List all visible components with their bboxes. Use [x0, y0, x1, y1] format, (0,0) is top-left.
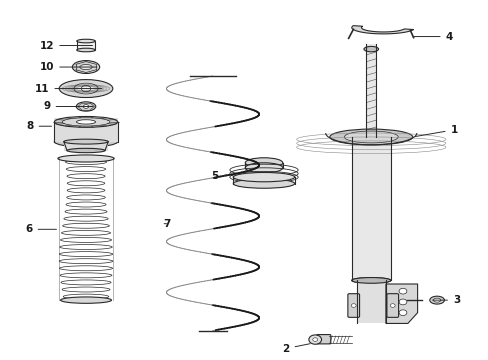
Ellipse shape — [76, 102, 96, 111]
FancyBboxPatch shape — [386, 294, 398, 318]
Ellipse shape — [74, 83, 98, 94]
Ellipse shape — [77, 48, 95, 52]
Ellipse shape — [363, 46, 378, 52]
Ellipse shape — [432, 298, 440, 302]
Ellipse shape — [80, 64, 92, 69]
Ellipse shape — [344, 131, 397, 143]
Ellipse shape — [67, 148, 105, 153]
Polygon shape — [351, 26, 413, 34]
Ellipse shape — [244, 163, 282, 173]
Circle shape — [398, 310, 406, 316]
Text: 9: 9 — [43, 102, 93, 112]
Ellipse shape — [244, 158, 282, 168]
Text: 6: 6 — [25, 224, 56, 234]
Circle shape — [389, 304, 394, 307]
Ellipse shape — [83, 105, 88, 108]
Ellipse shape — [81, 85, 91, 92]
Text: 8: 8 — [26, 121, 51, 131]
Ellipse shape — [233, 172, 294, 182]
Text: 5: 5 — [211, 171, 226, 181]
Text: 1: 1 — [415, 125, 457, 136]
Ellipse shape — [429, 296, 444, 304]
Ellipse shape — [329, 129, 412, 145]
Circle shape — [398, 288, 406, 294]
Ellipse shape — [76, 120, 95, 124]
Ellipse shape — [233, 179, 294, 188]
Text: 7: 7 — [163, 219, 170, 229]
Circle shape — [312, 338, 317, 341]
Ellipse shape — [351, 134, 390, 140]
FancyBboxPatch shape — [356, 280, 385, 323]
Circle shape — [350, 304, 355, 307]
Text: 4: 4 — [412, 32, 452, 41]
Text: 11: 11 — [35, 84, 102, 94]
Ellipse shape — [351, 278, 390, 283]
Ellipse shape — [54, 117, 118, 127]
Ellipse shape — [59, 80, 113, 98]
FancyBboxPatch shape — [366, 44, 375, 137]
Ellipse shape — [77, 39, 95, 43]
FancyBboxPatch shape — [77, 41, 95, 50]
Ellipse shape — [64, 139, 108, 144]
Text: 10: 10 — [40, 62, 97, 72]
Text: 3: 3 — [432, 295, 459, 305]
FancyBboxPatch shape — [54, 118, 118, 141]
Ellipse shape — [58, 155, 114, 162]
FancyBboxPatch shape — [347, 294, 359, 318]
Ellipse shape — [54, 136, 118, 147]
FancyBboxPatch shape — [316, 334, 330, 344]
Ellipse shape — [351, 278, 390, 283]
FancyBboxPatch shape — [64, 141, 108, 150]
Ellipse shape — [72, 60, 100, 73]
Circle shape — [308, 335, 321, 344]
Polygon shape — [385, 284, 417, 323]
Text: 12: 12 — [40, 41, 92, 50]
Ellipse shape — [61, 297, 111, 303]
FancyBboxPatch shape — [351, 137, 390, 280]
Ellipse shape — [62, 118, 110, 126]
Circle shape — [398, 299, 406, 305]
Text: 2: 2 — [282, 343, 309, 354]
